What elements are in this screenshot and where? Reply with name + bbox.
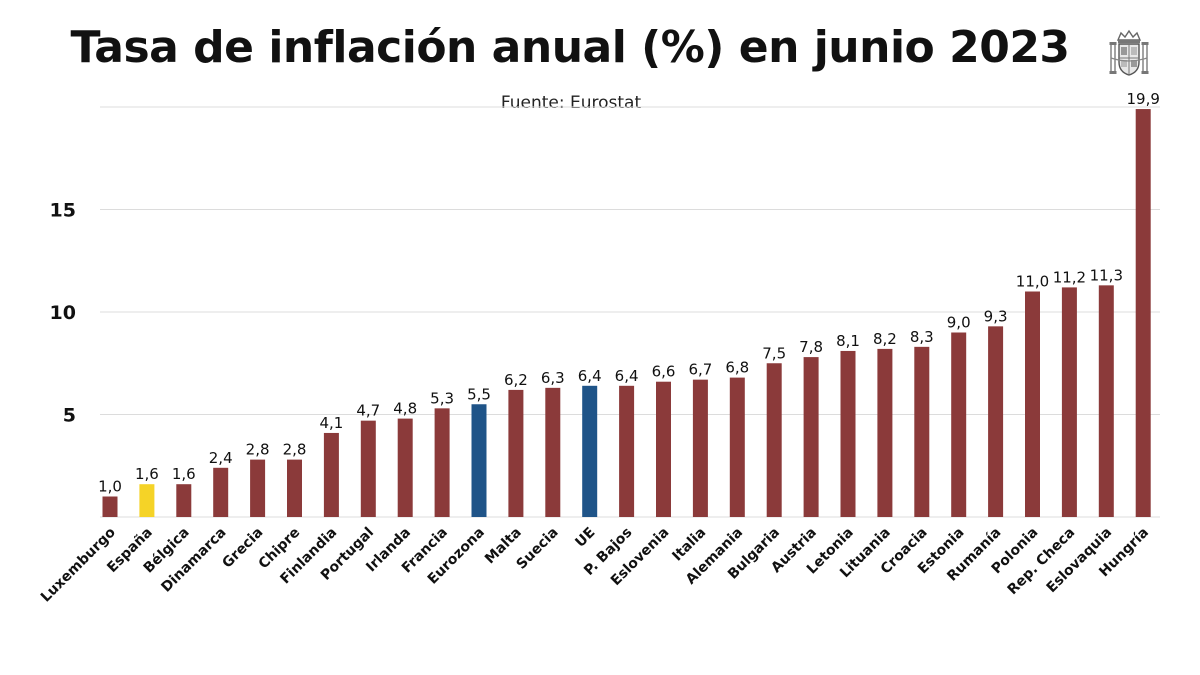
bar-value-label: 6,4: [578, 367, 602, 385]
bar: [766, 363, 782, 517]
bar-value-label: 11,0: [1016, 273, 1049, 291]
bar: [1061, 287, 1077, 517]
bar: [508, 389, 524, 517]
x-axis-labels: LuxemburgoEspañaBélgicaDinamarcaGreciaCh…: [38, 524, 1152, 605]
bar-value-label: 1,6: [172, 465, 196, 483]
bar: [1098, 285, 1114, 517]
bar-value-label: 2,8: [283, 441, 307, 459]
bar: [102, 496, 118, 517]
bar-value-label: 8,2: [873, 330, 897, 348]
bar: [619, 385, 635, 517]
bar-value-label: 6,4: [615, 367, 639, 385]
bars: [102, 109, 1151, 518]
bar: [434, 408, 450, 517]
bar: [951, 332, 967, 517]
bar: [250, 459, 266, 517]
bar: [877, 348, 893, 517]
bar-value-label: 8,3: [910, 328, 934, 346]
bar-value-label: 8,1: [836, 332, 860, 350]
bar: [729, 377, 745, 517]
bar: [656, 381, 671, 517]
chart-source: Fuente: Eurostat: [500, 93, 642, 113]
bar-value-label: 6,7: [688, 361, 712, 379]
chart-title: Tasa de inflación anual (%) en junio 202…: [70, 22, 1070, 73]
bar: [1025, 291, 1040, 517]
bar-value-label: 5,3: [430, 389, 454, 407]
bar: [1135, 109, 1151, 518]
spanish-coat-of-arms-icon: [1109, 29, 1149, 76]
bar-value-label: 7,8: [799, 338, 823, 356]
bar: [545, 387, 561, 517]
bar: [582, 385, 598, 517]
bar-value-label: 4,7: [356, 402, 380, 420]
bar-value-label: 6,3: [541, 369, 565, 387]
bar: [323, 432, 339, 517]
bar-value-label: 9,0: [947, 314, 971, 332]
bar: [803, 357, 819, 517]
bar-value-label: 4,8: [393, 400, 417, 418]
x-tick-label: Suecia: [513, 525, 561, 573]
bar: [988, 326, 1004, 517]
bar: [360, 420, 376, 517]
bar: [287, 459, 302, 517]
y-tick-label: 10: [50, 302, 76, 324]
y-tick-label: 15: [50, 200, 76, 222]
bar-value-label: 6,2: [504, 371, 528, 389]
bar-value-label: 7,5: [762, 344, 786, 362]
bar-value-label: 19,9: [1126, 90, 1159, 108]
bar: [139, 484, 155, 517]
bar: [840, 350, 856, 517]
bar-value-label: 2,8: [246, 441, 270, 459]
bar: [213, 467, 229, 517]
bar-value-label: 4,1: [319, 414, 343, 432]
bar: [176, 484, 192, 517]
bar-value-label: 11,3: [1090, 266, 1123, 284]
bar: [692, 379, 708, 517]
value-labels: 1,0 1,6 1,6 2,4 2,8 2,8 4,1 4,7 4,8 5,3 5,5 6,2 6,3 6…: [98, 90, 1160, 495]
bar: [397, 418, 413, 517]
y-axis-ticks: 5 10 15: [50, 200, 76, 427]
bar-value-label: 1,6: [135, 465, 159, 483]
bar-value-label: 5,5: [467, 385, 491, 403]
bar: [914, 346, 930, 517]
bar-value-label: 6,8: [725, 359, 749, 377]
bar-value-label: 11,2: [1053, 268, 1086, 286]
bar-value-label: 6,6: [652, 363, 676, 381]
bar-value-label: 2,4: [209, 449, 233, 467]
bar: [471, 404, 487, 517]
x-tick-label: UE: [572, 525, 598, 551]
y-tick-label: 5: [63, 405, 76, 427]
bar-value-label: 9,3: [984, 307, 1008, 325]
bar-value-label: 1,0: [98, 478, 122, 496]
